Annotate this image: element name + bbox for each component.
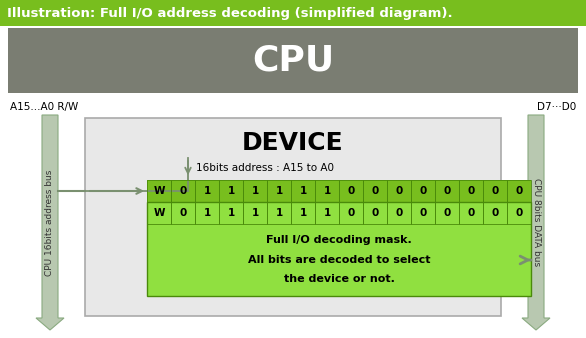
Text: 0: 0 bbox=[372, 186, 379, 196]
Bar bbox=[85, 118, 501, 316]
Bar bbox=[147, 202, 171, 224]
Bar bbox=[243, 202, 267, 224]
Text: 0: 0 bbox=[444, 208, 451, 218]
Bar bbox=[147, 180, 171, 202]
Text: the device or not.: the device or not. bbox=[284, 274, 394, 284]
Text: 0: 0 bbox=[396, 208, 403, 218]
Text: All bits are decoded to select: All bits are decoded to select bbox=[248, 255, 430, 265]
Polygon shape bbox=[522, 115, 550, 330]
Text: CPU 8bits DATA bus: CPU 8bits DATA bus bbox=[532, 178, 540, 267]
Text: 0: 0 bbox=[179, 186, 186, 196]
Bar bbox=[291, 180, 315, 202]
Bar bbox=[435, 202, 459, 224]
Text: 0: 0 bbox=[515, 186, 523, 196]
Text: CPU: CPU bbox=[252, 44, 334, 77]
Bar bbox=[267, 180, 291, 202]
Text: 0: 0 bbox=[347, 208, 355, 218]
Text: 16bits address : A15 to A0: 16bits address : A15 to A0 bbox=[196, 163, 334, 173]
Bar bbox=[147, 180, 531, 202]
Bar bbox=[219, 180, 243, 202]
Bar bbox=[411, 202, 435, 224]
Bar bbox=[267, 202, 291, 224]
Bar bbox=[483, 202, 507, 224]
Bar bbox=[171, 202, 195, 224]
Bar bbox=[387, 202, 411, 224]
Bar bbox=[219, 202, 243, 224]
Bar bbox=[147, 202, 531, 296]
Text: W: W bbox=[154, 208, 165, 218]
Text: 1: 1 bbox=[203, 208, 210, 218]
Text: W: W bbox=[154, 186, 165, 196]
Bar bbox=[0, 0, 586, 26]
Bar bbox=[315, 202, 339, 224]
Text: 1: 1 bbox=[203, 186, 210, 196]
Bar bbox=[291, 202, 315, 224]
Text: 0: 0 bbox=[347, 186, 355, 196]
Text: 0: 0 bbox=[515, 208, 523, 218]
Text: 1: 1 bbox=[323, 208, 331, 218]
Text: Full I/O decoding mask.: Full I/O decoding mask. bbox=[266, 235, 412, 245]
Bar bbox=[339, 180, 363, 202]
Text: 1: 1 bbox=[227, 208, 234, 218]
Polygon shape bbox=[36, 115, 64, 330]
Text: A15...A0 R/W: A15...A0 R/W bbox=[10, 102, 79, 112]
Text: 0: 0 bbox=[492, 208, 499, 218]
Bar bbox=[483, 180, 507, 202]
Bar bbox=[315, 180, 339, 202]
Text: 0: 0 bbox=[444, 186, 451, 196]
Bar bbox=[507, 202, 531, 224]
Text: DEVICE: DEVICE bbox=[242, 131, 344, 155]
Bar bbox=[243, 180, 267, 202]
Bar bbox=[411, 180, 435, 202]
Bar bbox=[339, 202, 363, 224]
Bar bbox=[387, 180, 411, 202]
Text: 1: 1 bbox=[323, 186, 331, 196]
Text: 0: 0 bbox=[492, 186, 499, 196]
Bar bbox=[195, 202, 219, 224]
Bar bbox=[171, 180, 195, 202]
Text: 1: 1 bbox=[251, 208, 258, 218]
Text: 0: 0 bbox=[372, 208, 379, 218]
Text: 0: 0 bbox=[179, 208, 186, 218]
Text: 1: 1 bbox=[299, 208, 306, 218]
Bar bbox=[435, 180, 459, 202]
Text: Illustration: Full I/O address decoding (simplified diagram).: Illustration: Full I/O address decoding … bbox=[7, 6, 452, 20]
Text: 0: 0 bbox=[396, 186, 403, 196]
Bar bbox=[8, 28, 578, 93]
Text: D7···D0: D7···D0 bbox=[537, 102, 576, 112]
Bar bbox=[195, 180, 219, 202]
Text: 1: 1 bbox=[227, 186, 234, 196]
Text: 1: 1 bbox=[299, 186, 306, 196]
Text: 0: 0 bbox=[420, 186, 427, 196]
Text: 0: 0 bbox=[468, 208, 475, 218]
Bar bbox=[459, 180, 483, 202]
Text: 0: 0 bbox=[468, 186, 475, 196]
Bar bbox=[363, 202, 387, 224]
Text: 1: 1 bbox=[275, 208, 282, 218]
Bar bbox=[507, 180, 531, 202]
Text: 1: 1 bbox=[251, 186, 258, 196]
Bar bbox=[363, 180, 387, 202]
Text: 1: 1 bbox=[275, 186, 282, 196]
Bar bbox=[459, 202, 483, 224]
Text: 0: 0 bbox=[420, 208, 427, 218]
Text: CPU 16bits address bus: CPU 16bits address bus bbox=[46, 169, 54, 276]
